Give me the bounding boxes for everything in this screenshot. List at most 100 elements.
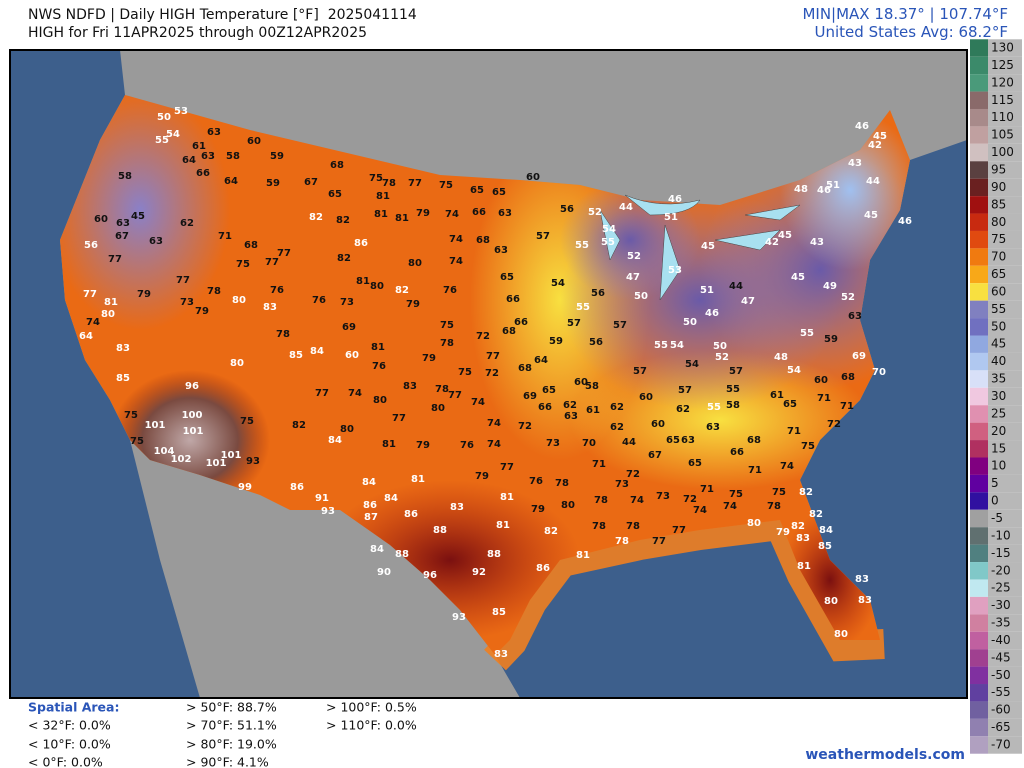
station-temp: 72 <box>683 494 697 505</box>
station-temp: 45 <box>701 241 715 252</box>
station-temp: 83 <box>855 574 869 585</box>
colorbar-label: -5 <box>991 511 1003 525</box>
station-temp: 74 <box>780 461 794 472</box>
colorbar-band <box>970 701 988 719</box>
colorbar-label: -15 <box>991 546 1011 560</box>
station-temp: 80 <box>101 309 115 320</box>
colorbar-band <box>970 91 988 109</box>
colorbar-label-bg <box>988 736 1022 754</box>
station-temp: 80 <box>373 395 387 406</box>
colorbar-label: -40 <box>991 633 1011 647</box>
station-temp: 85 <box>492 607 506 618</box>
station-temp: 52 <box>841 292 855 303</box>
station-temp: 60 <box>639 392 653 403</box>
colorbar-label-bg <box>988 631 1022 650</box>
station-temp: 75 <box>772 487 786 498</box>
colorbar-label-bg <box>988 161 1022 179</box>
station-temp: 44 <box>622 437 636 448</box>
station-temp: 66 <box>472 207 486 218</box>
colorbar-label: 110 <box>991 110 1014 124</box>
station-temp: 51 <box>826 180 840 191</box>
colorbar-label: -20 <box>991 563 1011 577</box>
station-temp: 74 <box>487 418 501 429</box>
colorbar-label-bg <box>988 143 1022 162</box>
station-temp: 88 <box>395 549 409 560</box>
colorbar-label-bg <box>988 318 1022 336</box>
station-temp: 82 <box>337 253 351 264</box>
station-temp: 68 <box>330 160 344 171</box>
station-temp: 85 <box>116 373 130 384</box>
colorbar-label: -60 <box>991 703 1011 717</box>
colorbar-label: -70 <box>991 738 1011 752</box>
station-temp: 62 <box>180 218 194 229</box>
station-temp: 55 <box>707 402 721 413</box>
station-temp: 70 <box>872 367 886 378</box>
colorbar-label: 60 <box>991 284 1006 298</box>
station-temp: 68 <box>841 372 855 383</box>
colorbar-label-bg <box>988 562 1022 580</box>
station-temp: 71 <box>700 484 714 495</box>
station-temp: 73 <box>340 297 354 308</box>
station-temp: 74 <box>630 495 644 506</box>
station-temp: 69 <box>523 391 537 402</box>
station-temp: 93 <box>452 612 466 623</box>
station-temp: 60 <box>651 419 665 430</box>
station-temp: 77 <box>408 178 422 189</box>
colorbar-band <box>970 387 988 406</box>
station-temp: 63 <box>498 208 512 219</box>
station-temp: 81 <box>104 297 118 308</box>
colorbar-label-bg <box>988 596 1022 615</box>
station-temp: 54 <box>670 340 684 351</box>
station-temp: 96 <box>185 381 199 392</box>
station-temp: 45 <box>791 272 805 283</box>
colorbar-band <box>970 143 988 162</box>
station-temp: 68 <box>518 363 532 374</box>
station-temp: 88 <box>433 525 447 536</box>
station-temp: 75 <box>729 489 743 500</box>
station-temp: 57 <box>633 366 647 377</box>
station-temp: 55 <box>800 328 814 339</box>
stat-item: < 10°F: 0.0% <box>28 737 111 752</box>
station-temp: 93 <box>321 506 335 517</box>
station-temp: 65 <box>542 385 556 396</box>
lakes <box>599 194 801 301</box>
station-temp: 54 <box>602 224 616 235</box>
colorbar-label: 15 <box>991 441 1006 455</box>
station-temp: 77 <box>277 248 291 259</box>
stat-item: > 70°F: 51.1% <box>186 718 277 733</box>
station-temp: 81 <box>376 191 390 202</box>
station-temp: 102 <box>171 454 192 465</box>
station-temp: 64 <box>224 176 238 187</box>
colorbar-band <box>970 666 988 685</box>
station-temp: 88 <box>487 549 501 560</box>
station-temp: 82 <box>791 521 805 532</box>
station-temp: 78 <box>615 536 629 547</box>
station-temp: 65 <box>470 185 484 196</box>
station-temp: 79 <box>406 299 420 310</box>
station-temp: 86 <box>290 482 304 493</box>
station-temp: 76 <box>312 295 326 306</box>
station-temp: 101 <box>206 458 227 469</box>
station-temp: 46 <box>898 216 912 227</box>
colorbar-band <box>970 56 988 75</box>
colorbar-band <box>970 283 988 301</box>
station-temp: 77 <box>392 413 406 424</box>
station-temp: 80 <box>561 500 575 511</box>
colorbar-label: 125 <box>991 58 1014 72</box>
station-temp: 58 <box>118 171 132 182</box>
station-temp: 78 <box>382 178 396 189</box>
station-temp: 75 <box>124 410 138 421</box>
station-temp: 44 <box>866 176 880 187</box>
colorbar-label-bg <box>988 230 1022 249</box>
colorbar-band <box>970 596 988 615</box>
colorbar-band <box>970 422 988 441</box>
station-temp: 56 <box>560 204 574 215</box>
colorbar-band <box>970 39 988 57</box>
colorbar-label-bg <box>988 614 1022 632</box>
stat-item: < 0°F: 0.0% <box>28 755 103 768</box>
colorbar-label-bg <box>988 56 1022 75</box>
title: NWS NDFD | Daily HIGH Temperature [°F] 2… <box>28 7 417 23</box>
station-temp: 60 <box>247 136 261 147</box>
colorbar-band <box>970 509 988 528</box>
station-temp: 69 <box>852 351 866 362</box>
